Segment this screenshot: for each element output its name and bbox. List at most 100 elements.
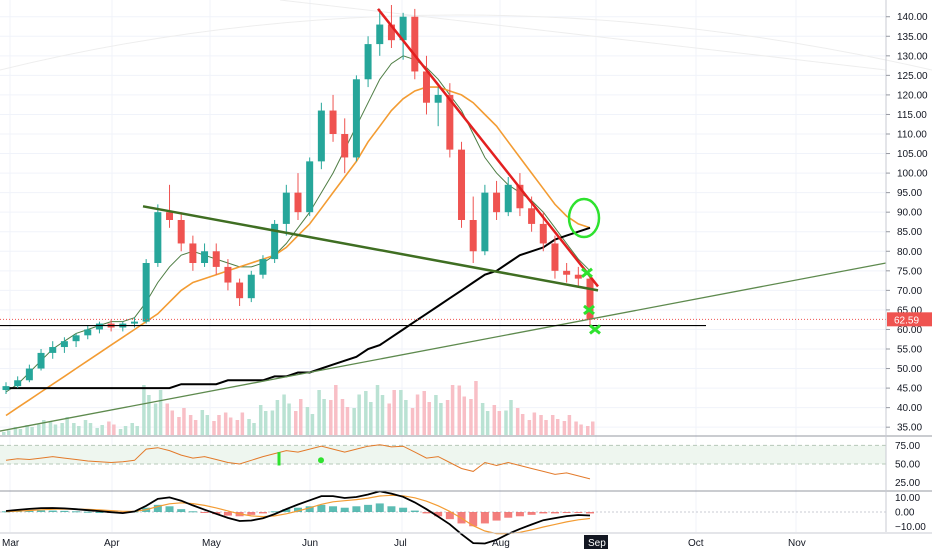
volume-bar (539, 415, 543, 435)
volume-bar (13, 427, 18, 435)
volume-bar (527, 420, 532, 435)
volume-bar (235, 420, 240, 435)
volume-bar (462, 396, 467, 435)
candle-body (399, 16, 407, 41)
volume-bar (170, 410, 175, 435)
volume-bar (294, 411, 298, 435)
volume-bar (2, 432, 6, 435)
grid (0, 0, 932, 532)
candle-body (2, 386, 10, 391)
macd-histogram-bar (153, 504, 162, 512)
volume-bar (387, 403, 391, 435)
candle-body (189, 243, 197, 263)
macd-histogram-bar (247, 512, 256, 515)
rsi-line (5, 444, 591, 480)
candle-body (247, 274, 255, 299)
volume-bar (399, 390, 403, 435)
volume-bar (550, 415, 555, 435)
volume-bar (329, 400, 333, 435)
macd-histogram-bar (177, 509, 186, 512)
price-tick-label: 110.00 (897, 130, 927, 141)
candle-body (259, 259, 267, 275)
month-label: May (202, 538, 221, 549)
circle-marker (567, 197, 601, 239)
macd-histogram-bar (83, 511, 92, 513)
candle-body (341, 134, 349, 158)
macd-tick-label: 10.00 (895, 493, 920, 504)
volume-bars (2, 381, 595, 435)
volume-bar (247, 419, 251, 435)
volume-bar (480, 403, 485, 435)
volume-bar (193, 420, 198, 435)
macd-histogram-bar (504, 512, 513, 518)
candle-body (528, 208, 536, 224)
x-marker (581, 267, 593, 278)
candle-body (236, 282, 244, 299)
volume-bar (415, 394, 420, 435)
macd-histogram-bar (364, 504, 373, 512)
volume-bar (72, 423, 76, 435)
volume-bar (520, 414, 525, 435)
volume-bar (375, 385, 380, 435)
price-tick-label: 140.00 (897, 12, 928, 23)
price-tick-label: 55.00 (897, 345, 922, 356)
x-marker (583, 304, 595, 316)
macd-histogram-bar (317, 504, 326, 512)
candle-body (411, 16, 419, 72)
volume-bar (299, 399, 303, 435)
price-tick-label: 45.00 (897, 384, 922, 395)
volume-bar (544, 420, 548, 435)
volume-bar (380, 395, 385, 435)
x-marker (589, 324, 601, 335)
volume-bar (158, 390, 163, 435)
price-tick-label: 135.00 (897, 32, 928, 43)
volume-bar (509, 400, 513, 435)
volume-bar (77, 426, 81, 435)
macd-histogram-bar (574, 512, 583, 513)
macd-histogram-bar (294, 507, 302, 512)
candle-body (539, 223, 547, 244)
candle-body (25, 368, 33, 381)
candle-body (49, 347, 57, 353)
volume-bar (352, 408, 356, 435)
candle-body (317, 110, 325, 162)
macd-histogram-bar (492, 512, 501, 521)
volume-bar (107, 421, 111, 435)
volume-bar (228, 417, 233, 435)
volume-bar (404, 400, 408, 435)
volume-bar (322, 399, 326, 435)
volume-bar (474, 381, 478, 435)
macd-histogram-bar (515, 512, 524, 517)
volume-bar (434, 395, 438, 435)
volume-bar (270, 410, 275, 435)
price-tick-label: 40.00 (897, 403, 922, 414)
candle-body (551, 243, 559, 271)
volume-bar (579, 424, 583, 435)
volume-bar (212, 421, 216, 435)
price-tick-label: 70.00 (897, 286, 922, 297)
macd-histogram-bar (445, 512, 454, 520)
candle-body (586, 278, 594, 320)
volume-bar (258, 405, 263, 435)
price-tick-label: 35.00 (897, 423, 922, 434)
volume-bar (427, 402, 431, 435)
candle-body (329, 110, 337, 134)
candle-body (271, 223, 279, 260)
candle-body (224, 266, 232, 283)
price-tick-label: 120.00 (897, 90, 928, 101)
candle-body (446, 94, 454, 150)
volume-bar (53, 424, 58, 435)
price-tick-label: 130.00 (897, 51, 928, 62)
volume-bar (7, 430, 11, 435)
rsi-pane (0, 444, 886, 480)
volume-bar (18, 429, 23, 435)
candle-body (434, 94, 442, 103)
price-tick-label: 80.00 (897, 247, 922, 258)
volume-bar (555, 419, 560, 435)
candle-body (142, 263, 150, 322)
macd-histogram-bar (72, 511, 81, 513)
month-label: Jul (394, 538, 407, 549)
month-label: Oct (688, 538, 704, 549)
rsi-annotation (318, 457, 324, 464)
